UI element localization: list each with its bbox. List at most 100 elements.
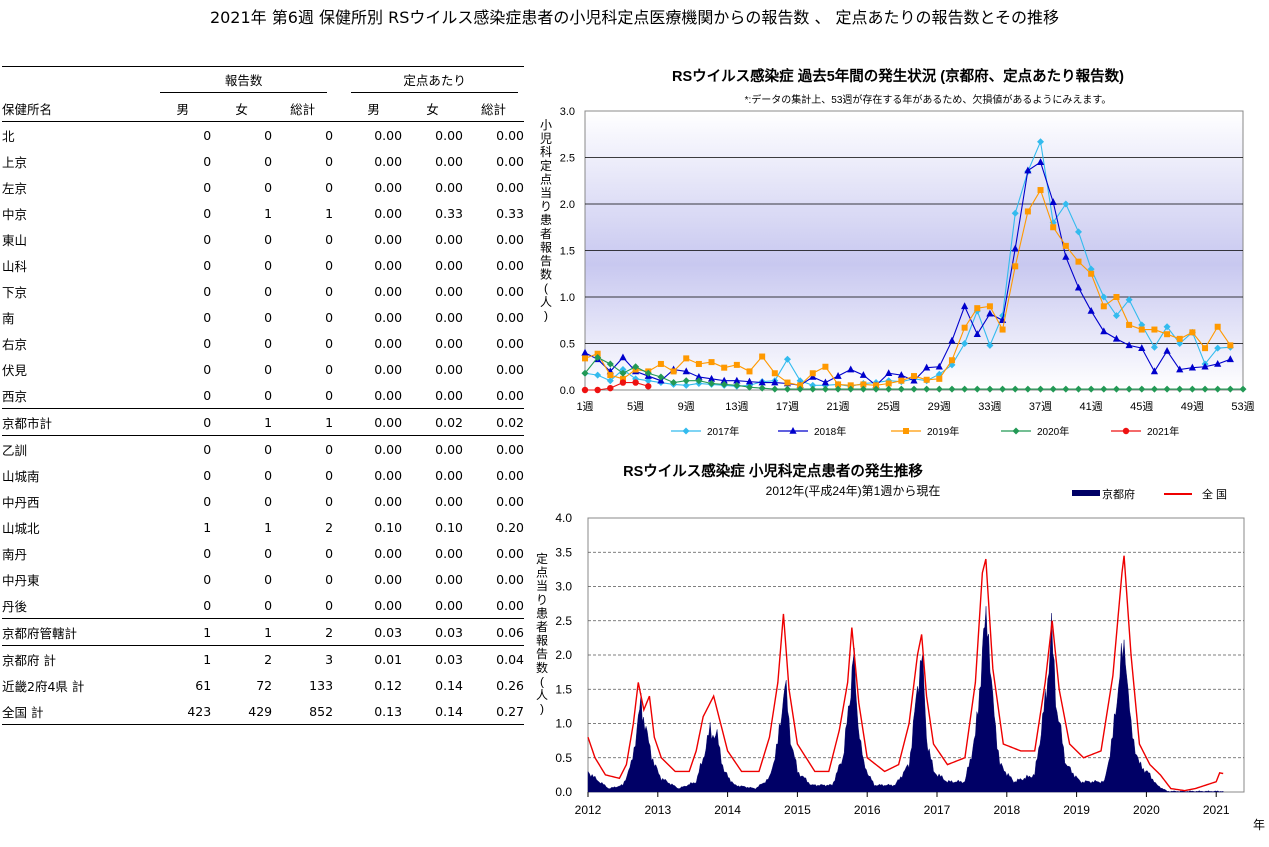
chart1-point	[1150, 343, 1158, 351]
chart1-point	[809, 381, 817, 389]
chart1-point	[796, 385, 804, 393]
cell-female: 0	[264, 153, 273, 169]
chart1-x-tick: 17週	[776, 400, 799, 413]
cell-total: 2	[272, 618, 334, 646]
chart1-point	[973, 330, 981, 337]
chart1-point	[708, 379, 716, 387]
cell-per-male: 0.00	[374, 493, 403, 509]
chart1-point	[582, 355, 588, 362]
chart1-point	[758, 378, 766, 386]
cell-male: 0	[203, 153, 212, 169]
chart1-point	[1011, 209, 1019, 217]
chart1-point	[607, 384, 614, 392]
cell-per-male: 0.00	[374, 153, 403, 169]
chart1-legend-label: 2020年	[1037, 425, 1069, 438]
chart1-point	[911, 373, 917, 380]
cell-male: 1	[154, 618, 212, 646]
chart2-x-tick: 2013	[644, 803, 671, 817]
cell-male: 0	[203, 283, 212, 299]
chart1-point	[721, 364, 728, 371]
chart1-x-tick: 49週	[1181, 400, 1204, 413]
y-axis-label-char: 者	[540, 227, 552, 241]
chart1-point	[1201, 362, 1209, 370]
cell-per-male: 0.03	[345, 618, 403, 646]
table-row: 中丹西 0 0 0 0.00 0.00 0.00	[2, 488, 524, 514]
cell-total: 1	[325, 205, 334, 221]
chart1-point	[860, 381, 867, 388]
station-name: 伏見	[2, 362, 28, 378]
chart1-point	[759, 353, 766, 360]
chart1-title: RSウイルス感染症 過去5年間の発生状況 (京都府、定点あたり報告数)	[672, 67, 1124, 85]
cell-per-male: 0.00	[374, 127, 403, 143]
cell-male: 0	[203, 257, 212, 273]
chart1-legend-label: 2019年	[927, 425, 959, 438]
chart1-x-tick: 13週	[725, 400, 748, 413]
chart1-point	[619, 353, 627, 361]
chart1-point	[1012, 427, 1020, 435]
cell-per-total: 0.00	[496, 231, 524, 247]
chart2-title: RSウイルス感染症 小児科定点患者の発生推移	[623, 462, 923, 480]
chart2-x-tick: 2019	[1063, 803, 1090, 817]
chart1-point	[1138, 344, 1146, 351]
y-axis-label-char: 数	[540, 267, 552, 282]
station-name: 丹後	[2, 598, 28, 614]
cell-total: 2	[325, 519, 334, 535]
chart1-point	[632, 379, 639, 386]
chart1-point	[986, 341, 994, 349]
chart1-series	[581, 138, 1247, 394]
chart1-point	[746, 383, 753, 391]
cell-per-male: 0.13	[345, 698, 403, 725]
chart1-point	[1176, 365, 1184, 373]
chart1-point	[1087, 306, 1095, 314]
chart1-point	[733, 376, 741, 384]
chart1-point	[986, 385, 994, 393]
cell-per-total: 0.00	[462, 435, 524, 462]
table-row: 下京 0 0 0 0.00 0.00 0.00	[2, 278, 524, 304]
cell-female: 429	[211, 698, 273, 725]
chart1-series-2021年	[581, 379, 652, 394]
cell-per-total: 0.00	[496, 257, 524, 273]
chart2-y-tick: 1.0	[555, 717, 572, 731]
chart1-point	[645, 383, 652, 390]
chart1-point	[682, 377, 690, 385]
header-male: 男	[154, 95, 212, 122]
chart1-point	[606, 360, 614, 368]
table-sub-header-row: 保健所名 男 女 総計 男 女 総計	[2, 95, 524, 122]
chart2-y-ticks: 0.0 0.5 1.0 1.5 2.0 2.5 3.0 3.5 4.0	[555, 511, 572, 799]
chart1-point	[695, 372, 703, 380]
chart1-x-tick: 21週	[826, 400, 849, 413]
chart1-point	[594, 371, 602, 379]
chart1-point	[872, 385, 880, 393]
chart1-x-tick: 41週	[1080, 400, 1103, 413]
cell-total: 0	[325, 597, 334, 613]
cell-per-female: 0.00	[435, 127, 463, 143]
cell-male: 0	[203, 361, 212, 377]
chart1-legend: 2017年 2018年 2019年 2020年 2021年	[671, 425, 1179, 438]
cell-male: 0	[203, 545, 212, 561]
chart2-y-tick: 1.5	[555, 682, 572, 696]
cell-per-male: 0.00	[374, 597, 403, 613]
chart1-point	[1122, 427, 1130, 435]
cell-per-female: 0.00	[435, 257, 463, 273]
chart1-point	[809, 370, 816, 377]
chart1-point	[1074, 283, 1083, 291]
cell-total: 133	[309, 677, 334, 693]
chart1-point	[632, 363, 640, 371]
cell-total: 0	[272, 435, 334, 462]
cell-per-female: 0.03	[402, 618, 463, 646]
cell-male: 0	[203, 467, 212, 483]
chart1-point	[581, 348, 589, 356]
cell-per-female: 0.02	[402, 408, 463, 436]
chart2-x-tick: 2017	[924, 803, 951, 817]
chart2-y-tick: 0.5	[555, 751, 572, 765]
chart1-point	[1062, 253, 1070, 260]
cell-total: 0	[325, 545, 334, 561]
cell-per-female: 0.00	[435, 493, 463, 509]
cell-total: 0	[325, 283, 334, 299]
chart1-point	[1037, 385, 1045, 393]
cell-female: 0	[264, 467, 273, 483]
chart1-point	[885, 369, 893, 377]
cell-per-female: 0.00	[435, 545, 463, 561]
y-axis-label-char: 定	[536, 551, 548, 566]
chart1-series-line	[584, 188, 1231, 386]
